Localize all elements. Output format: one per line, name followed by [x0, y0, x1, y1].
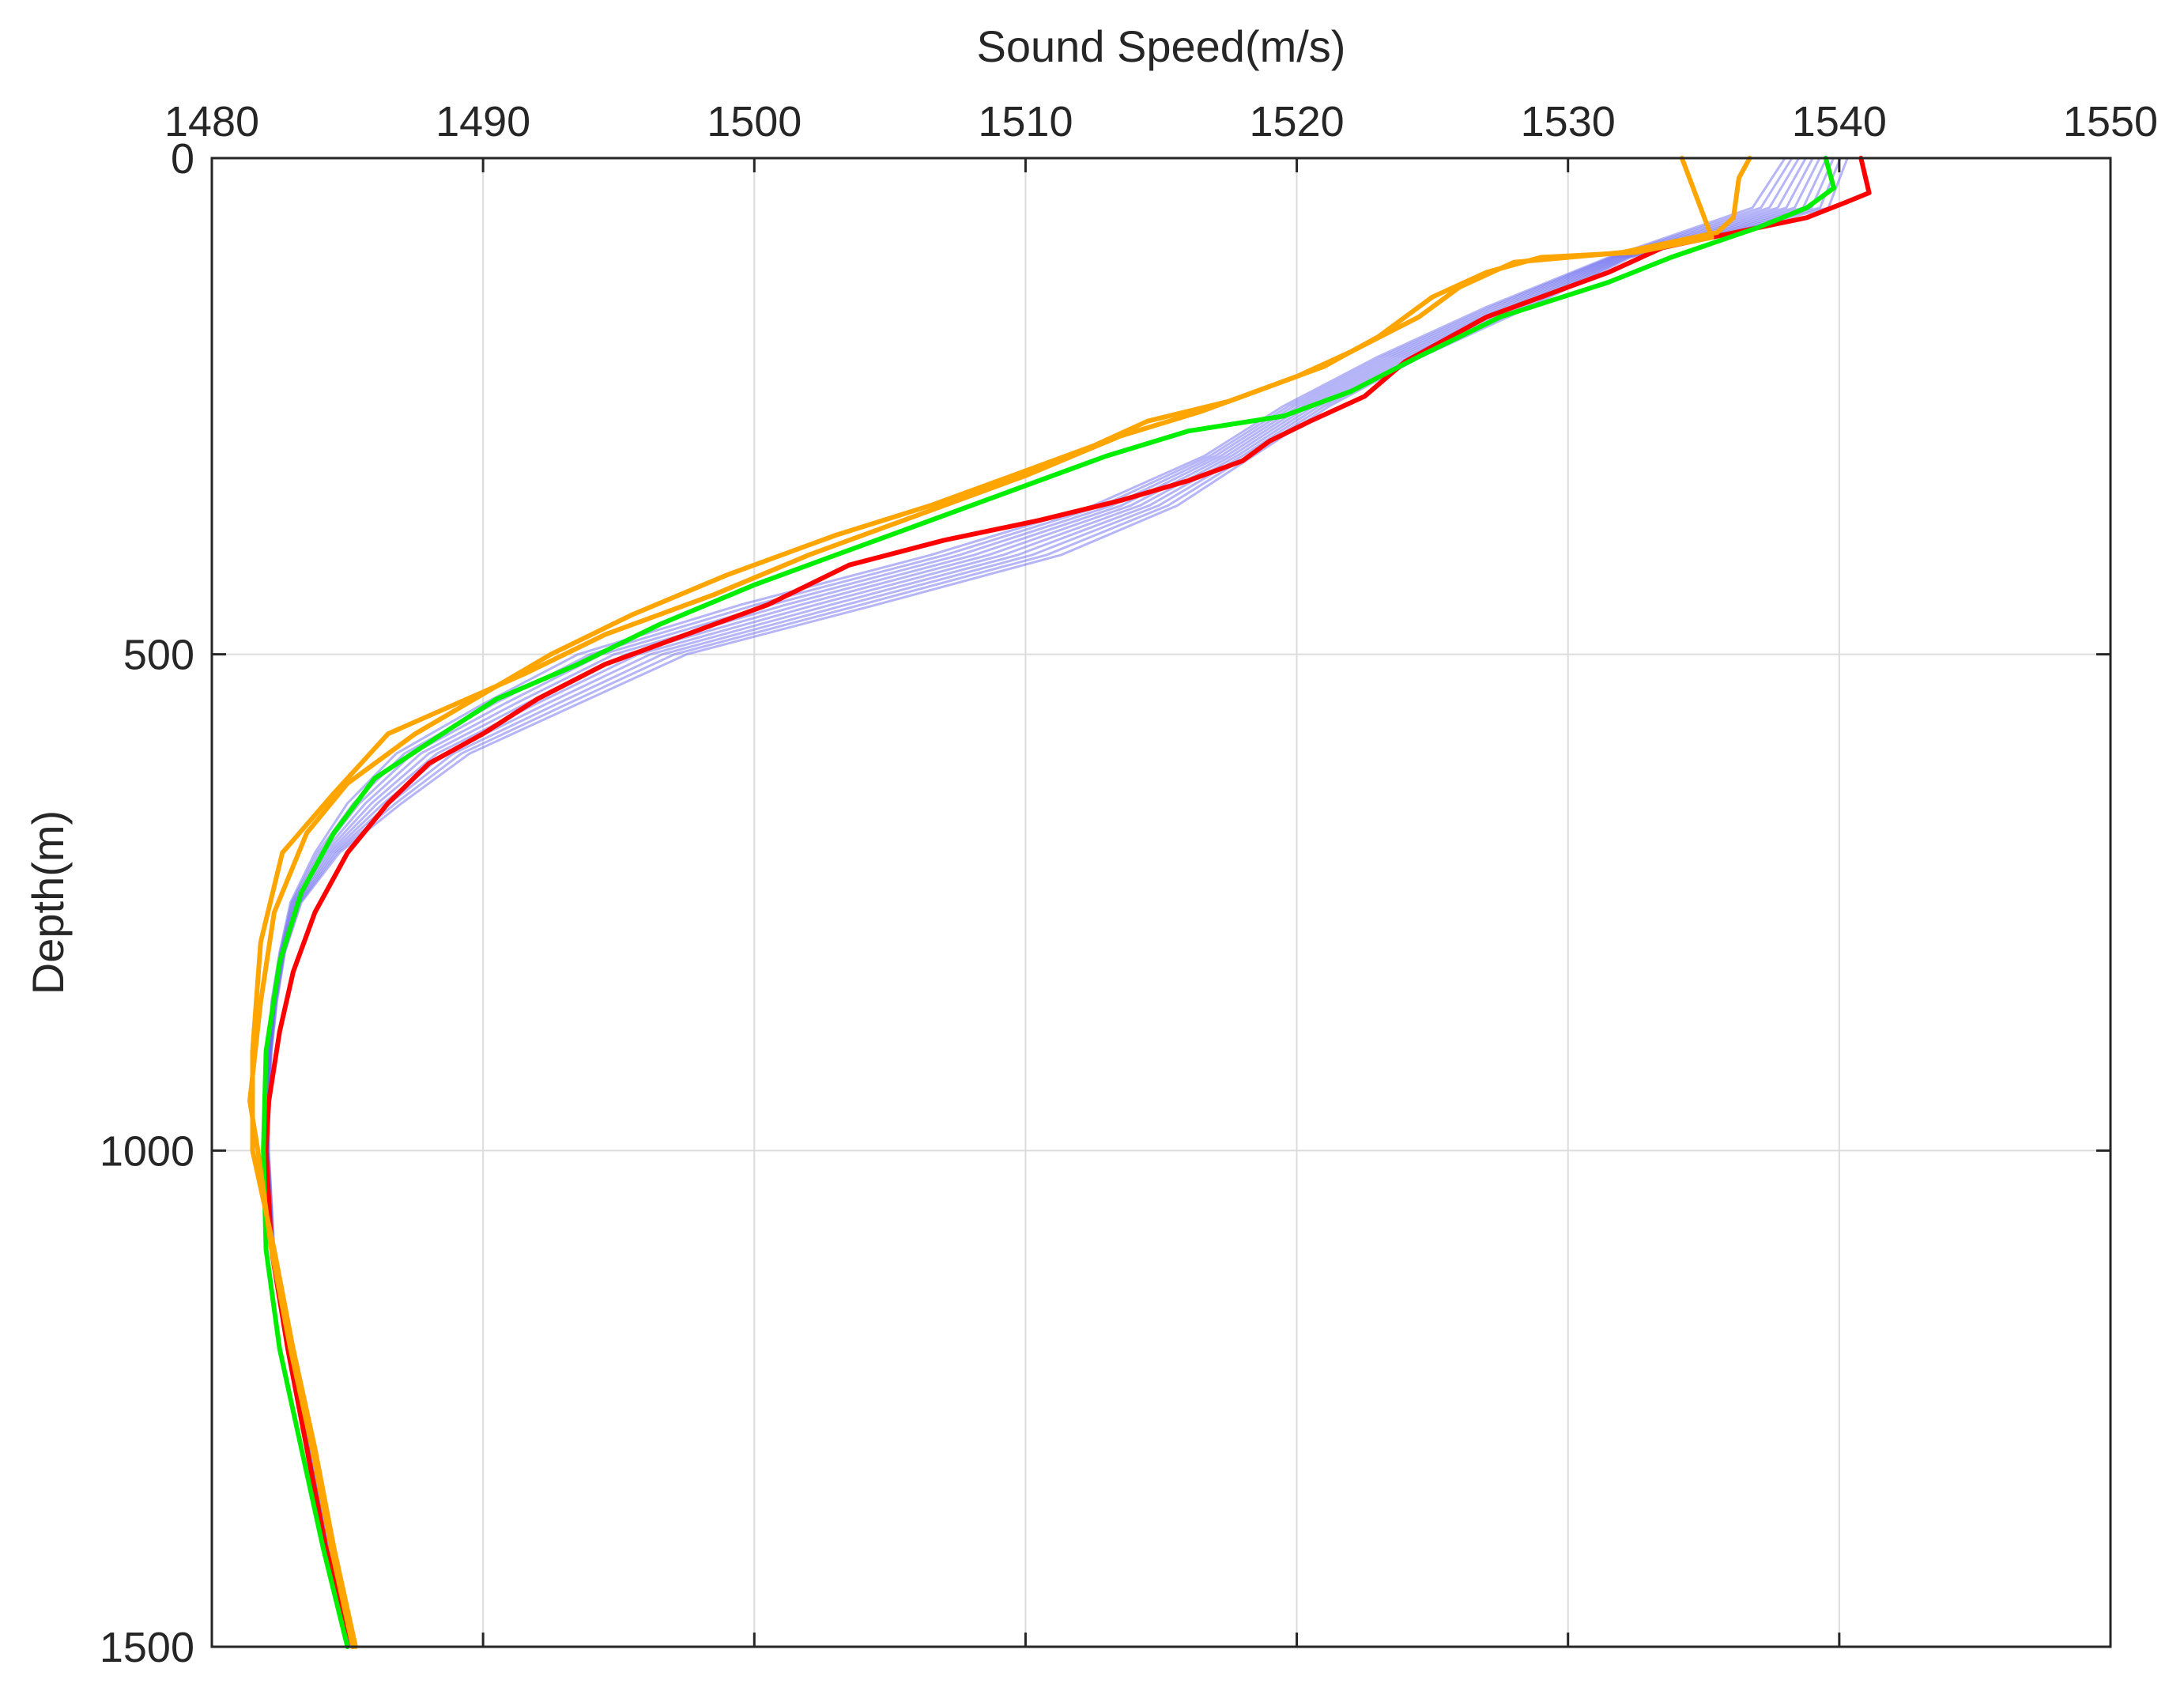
plot-frame	[210, 157, 2112, 1648]
x-tick-label: 1520	[1250, 98, 1345, 145]
y-tick-label: 1000	[100, 1127, 194, 1175]
y-axis-title: Depth(m)	[23, 810, 73, 995]
profile-line-orange	[250, 156, 1714, 1649]
profile-line-red	[263, 156, 1872, 1649]
profile-line-green	[261, 156, 1836, 1649]
x-tick-label: 1500	[707, 98, 802, 145]
x-tick-label: 1530	[1521, 98, 1616, 145]
y-tick-label: 1500	[100, 1624, 194, 1671]
plot-area	[247, 156, 1872, 1649]
y-tick-label: 500	[123, 632, 194, 679]
x-tick-label: 1490	[436, 98, 530, 145]
x-tick-label: 1550	[2063, 98, 2158, 145]
x-tick-label: 1540	[1792, 98, 1887, 145]
x-tick-label: 1510	[978, 98, 1073, 145]
axis-ticks	[210, 157, 2112, 1648]
x-axis-title: Sound Speed(m/s)	[977, 21, 1346, 71]
tick-labels: 1480 1490 1500 1510 1520 1530 1540 1550 0 500 1000…	[100, 98, 2158, 1671]
y-tick-label: 0	[171, 135, 194, 183]
x-tick-label: 1480	[164, 98, 259, 145]
